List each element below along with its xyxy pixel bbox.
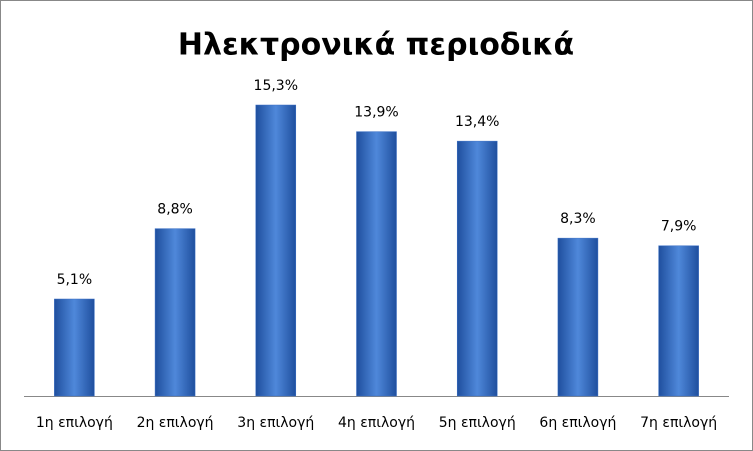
bar (255, 104, 297, 397)
chart-title: Ηλεκτρονικά περιοδικά (178, 28, 574, 63)
bar (356, 131, 397, 397)
x-tick-label: 7η επιλογή (640, 415, 717, 431)
bar (54, 298, 95, 397)
x-tick-label: 2η επιλογή (137, 415, 214, 431)
value-label: 13,9% (354, 105, 398, 121)
value-label: 8,8% (157, 202, 193, 218)
x-tick-label: 3η επιλογή (237, 415, 314, 431)
x-tick-label: 4η επιλογή (338, 415, 415, 431)
x-tick-label: 1η επιλογή (36, 415, 113, 431)
x-tick-label: 6η επιλογή (539, 415, 616, 431)
bar (154, 228, 196, 397)
value-label: 8,3% (560, 211, 596, 227)
bar (557, 237, 599, 397)
value-label: 5,1% (57, 272, 93, 288)
bar (658, 245, 699, 397)
value-label: 7,9% (661, 219, 697, 235)
value-label: 15,3% (254, 78, 298, 94)
value-label: 13,4% (455, 114, 499, 130)
x-tick-label: 5η επιλογή (439, 415, 516, 431)
bar (456, 140, 498, 397)
